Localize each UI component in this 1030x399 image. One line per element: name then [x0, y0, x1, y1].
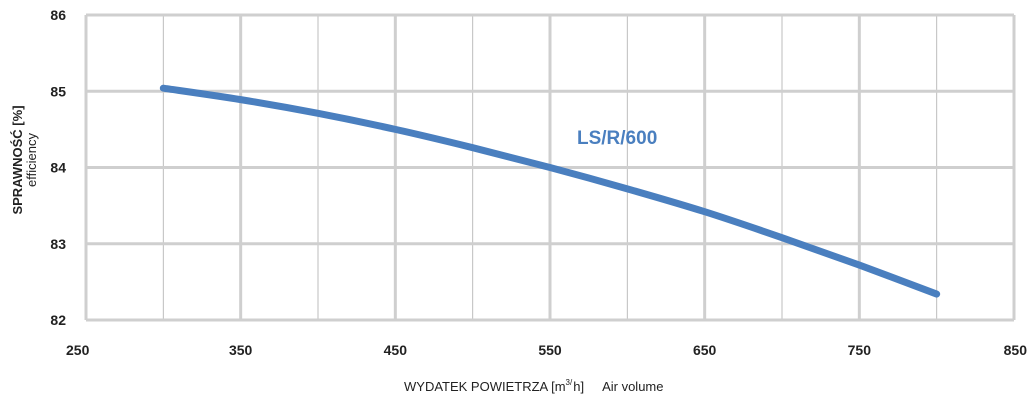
- y-tick-label-82: 82: [50, 312, 66, 328]
- y-tick-label-84: 84: [50, 160, 66, 176]
- x-axis-title-end: h]: [573, 379, 584, 394]
- y-tick-label-85: 85: [50, 83, 66, 99]
- y-tick-label-86: 86: [50, 7, 66, 23]
- y-axis-title-secondary: efficiency: [24, 133, 39, 187]
- x-tick-label-450: 450: [384, 342, 408, 358]
- x-axis-title: WYDATEK POWIETRZA [m3/h] Air volume: [404, 378, 664, 394]
- x-axis-title-sup: 3: [566, 378, 571, 387]
- y-axis-title: SPRAWNOŚĆ [%] efficiency: [10, 105, 39, 214]
- x-tick-label-250: 250: [66, 342, 90, 358]
- x-tick-label-650: 650: [693, 342, 717, 358]
- tick-labels: 250 350 450 550 650 750 850 82 83 84 85 86: [50, 7, 1027, 358]
- y-tick-label-83: 83: [50, 236, 66, 252]
- x-axis-title-secondary: Air volume: [602, 379, 663, 394]
- y-axis-title-main: SPRAWNOŚĆ [%]: [10, 105, 25, 214]
- x-tick-label-350: 350: [229, 342, 253, 358]
- x-axis-title-slash: /: [570, 378, 573, 387]
- x-tick-label-850: 850: [1004, 342, 1028, 358]
- x-axis-title-main: WYDATEK POWIETRZA [m: [404, 379, 566, 394]
- series-layer: [159, 84, 941, 298]
- grid-layer: [84, 13, 1016, 322]
- x-tick-label-550: 550: [538, 342, 562, 358]
- series-label-ls-r-600: LS/R/600: [577, 128, 657, 149]
- x-tick-label-750: 750: [848, 342, 872, 358]
- series-line-0: [159, 84, 941, 298]
